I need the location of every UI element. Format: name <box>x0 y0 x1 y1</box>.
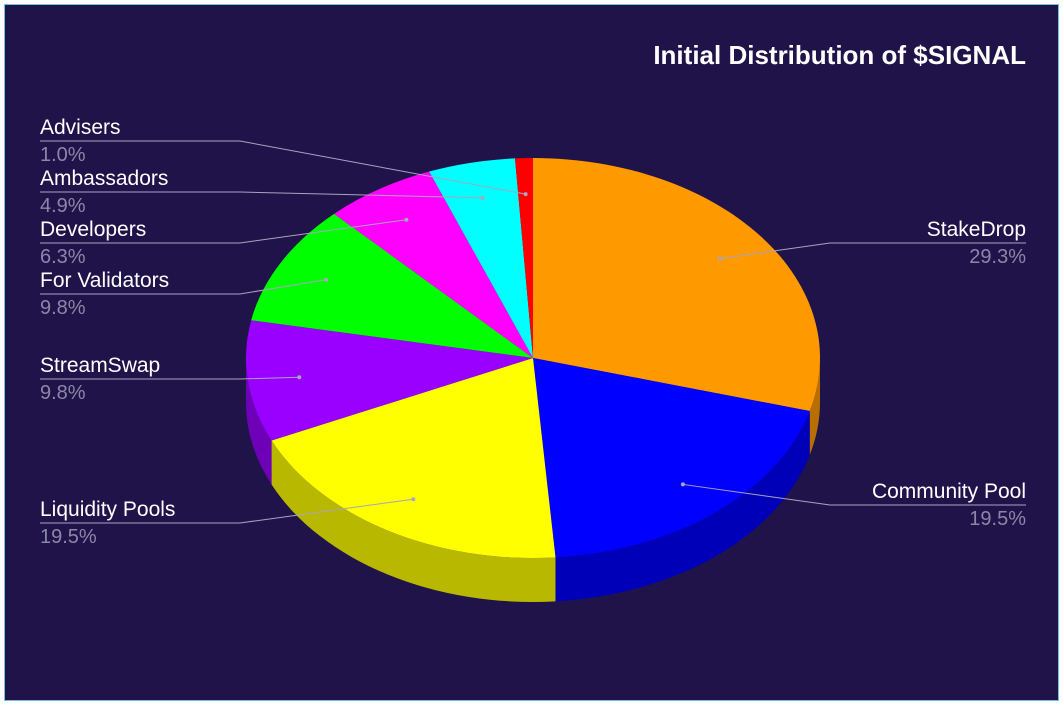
pct-for-validators: 9.8% <box>40 297 86 319</box>
leader-stakedrop <box>720 242 1026 260</box>
leader-dot-stakedrop <box>718 256 723 261</box>
leader-dot-advisers <box>523 192 528 197</box>
label-advisers: Advisers <box>40 116 121 139</box>
slice-stakedrop[interactable] <box>533 158 820 412</box>
label-ambassadors: Ambassadors <box>40 167 168 190</box>
slice-streamswap[interactable] <box>246 320 533 441</box>
label-developers: Developers <box>40 218 146 241</box>
pie-slices <box>246 158 820 558</box>
leader-dot-developers <box>404 217 409 222</box>
pct-ambassadors: 4.9% <box>40 195 86 217</box>
slice-advisers[interactable] <box>514 158 533 358</box>
label-streamswap: StreamSwap <box>40 354 160 377</box>
pct-advisers: 1.0% <box>40 144 86 166</box>
side-liquidity-pools <box>271 440 556 602</box>
leader-dot-streamswap <box>297 375 302 380</box>
label-community-pool: Community Pool <box>872 480 1026 503</box>
pct-community-pool: 19.5% <box>969 508 1026 530</box>
slice-ambassadors[interactable] <box>429 158 533 358</box>
pct-liquidity-pools: 19.5% <box>40 526 97 548</box>
slice-community-pool[interactable] <box>533 358 810 558</box>
label-stakedrop: StakeDrop <box>927 218 1026 241</box>
pie-sides <box>246 358 820 602</box>
label-for-validators: For Validators <box>40 269 169 292</box>
side-community-pool <box>555 411 810 602</box>
leader-liquidity-pools <box>40 498 414 524</box>
chart-title: Initial Distribution of $SIGNAL <box>653 40 1026 70</box>
pct-stakedrop: 29.3% <box>969 246 1026 268</box>
label-leaders <box>40 140 1026 524</box>
leader-dot-community-pool <box>680 482 685 487</box>
leader-community-pool <box>682 483 1026 506</box>
leader-developers <box>40 219 407 244</box>
leader-for-validators <box>40 279 327 295</box>
leader-dot-liquidity-pools <box>411 497 416 502</box>
slice-liquidity-pools[interactable] <box>271 358 556 558</box>
side-stakedrop <box>809 358 820 456</box>
slice-developers[interactable] <box>334 171 533 358</box>
slice-for-validators[interactable] <box>251 213 534 358</box>
leader-dot-for-validators <box>324 277 329 282</box>
leader-streamswap <box>40 376 300 380</box>
slice-labels: StakeDrop 29.3% Community Pool 19.5% Liquidi… <box>40 116 1026 548</box>
label-liquidity-pools: Liquidity Pools <box>40 498 175 521</box>
leader-advisers <box>40 140 526 195</box>
leader-ambassadors <box>40 191 483 199</box>
pct-streamswap: 9.8% <box>40 382 86 404</box>
pct-developers: 6.3% <box>40 246 86 268</box>
side-streamswap <box>246 358 272 485</box>
leader-dot-ambassadors <box>480 195 485 200</box>
